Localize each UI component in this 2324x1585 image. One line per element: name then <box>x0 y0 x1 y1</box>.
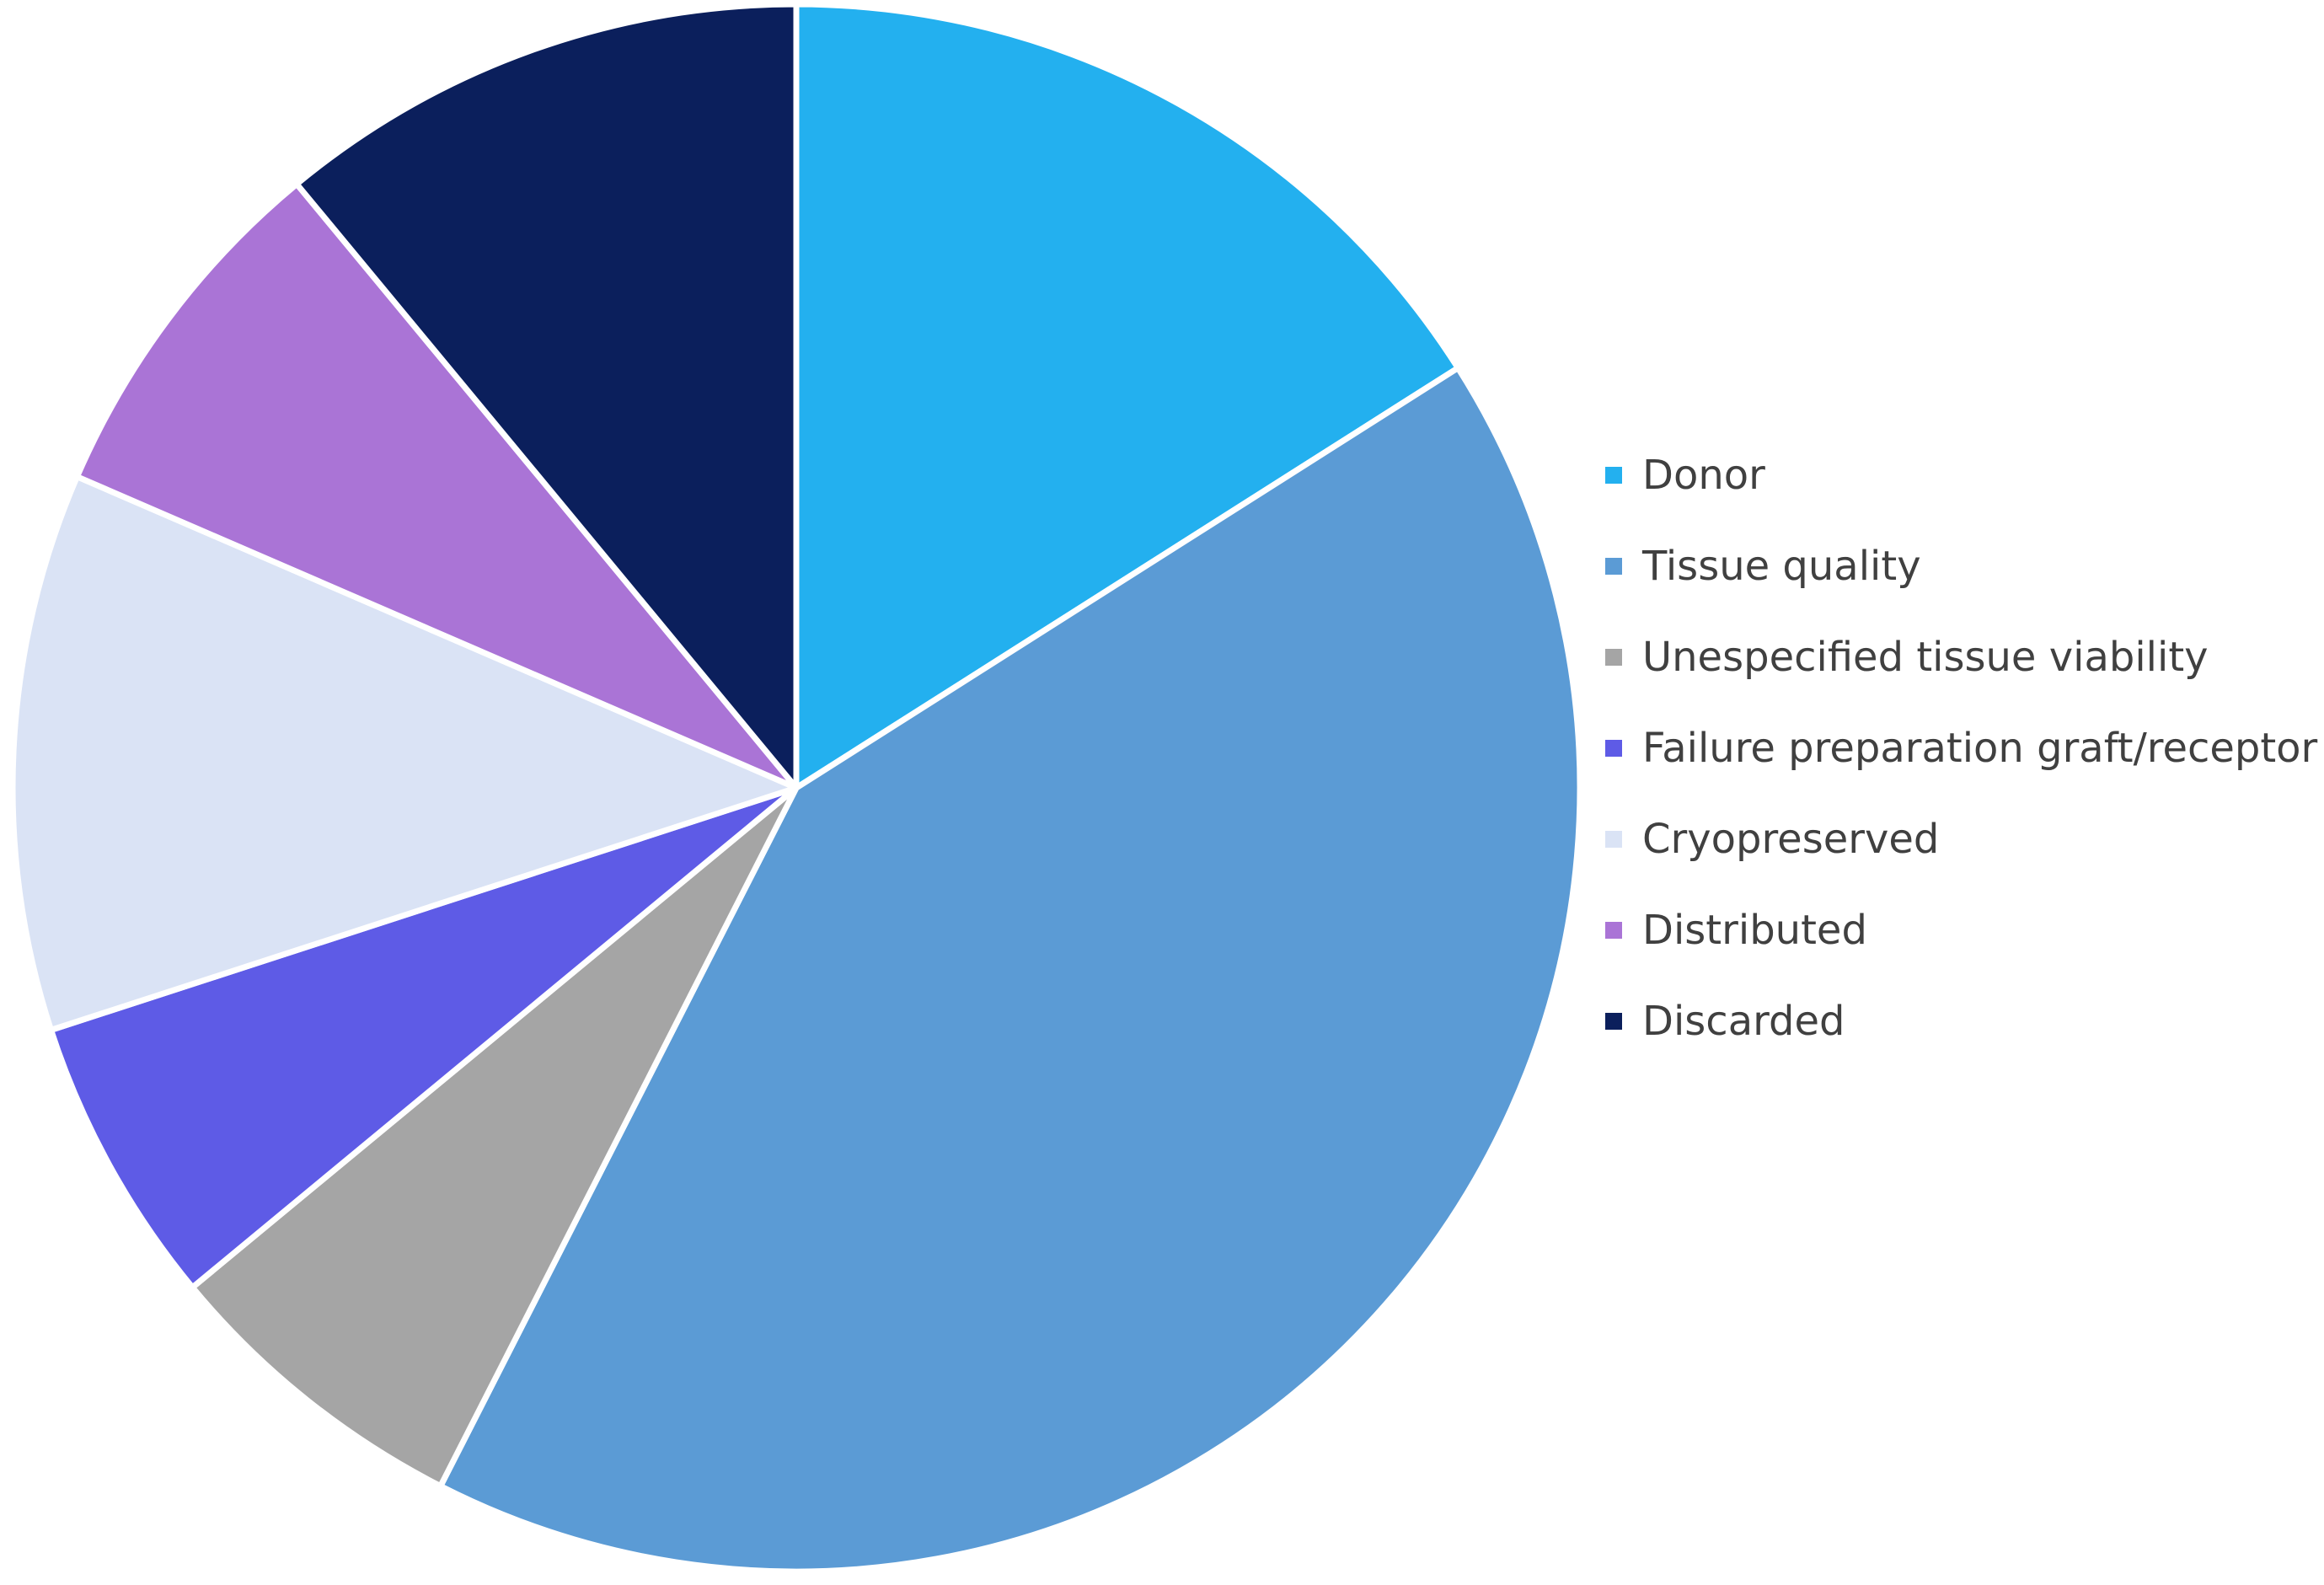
legend-item-cryopreserved: Cryopreserved <box>1605 794 2321 885</box>
pie-slices <box>9 1 1583 1575</box>
legend-item-failure-preparation-graft-receptor: Failure preparation graft/receptor <box>1605 703 2321 794</box>
pie-slice-donor <box>793 1 1461 791</box>
legend-label: Unespecified tissue viability <box>1642 634 2209 681</box>
legend-swatch <box>1605 740 1622 757</box>
legend-label: Cryopreserved <box>1642 816 1940 863</box>
legend-swatch <box>1605 467 1622 484</box>
legend-label: Failure preparation graft/receptor <box>1642 725 2318 772</box>
legend-label: Tissue quality <box>1642 543 1921 590</box>
legend-item-unespecified-tissue-viability: Unespecified tissue viability <box>1605 612 2321 703</box>
legend-item-donor: Donor <box>1605 430 2321 521</box>
pie-slice-failure-preparation-graft-receptor <box>48 784 800 1291</box>
pie-slice-unespecified-tissue-viability <box>189 784 800 1490</box>
pie-slice-cryopreserved <box>9 474 800 1033</box>
pie-slice-tissue-quality <box>437 365 1583 1575</box>
chart-legend: Donor Tissue quality Unespecified tissue v… <box>1605 430 2321 1067</box>
legend-label: Distributed <box>1642 907 1867 954</box>
legend-swatch <box>1605 831 1622 848</box>
legend-label: Discarded <box>1642 998 1845 1045</box>
pie-slice-distributed <box>73 180 800 791</box>
legend-item-tissue-quality: Tissue quality <box>1605 521 2321 612</box>
legend-item-discarded: Discarded <box>1605 976 2321 1067</box>
pie-slice-discarded <box>293 1 800 791</box>
legend-swatch <box>1605 649 1622 666</box>
legend-label: Donor <box>1642 452 1765 499</box>
legend-item-distributed: Distributed <box>1605 885 2321 976</box>
legend-swatch <box>1605 1013 1622 1030</box>
legend-swatch <box>1605 558 1622 575</box>
legend-swatch <box>1605 922 1622 939</box>
